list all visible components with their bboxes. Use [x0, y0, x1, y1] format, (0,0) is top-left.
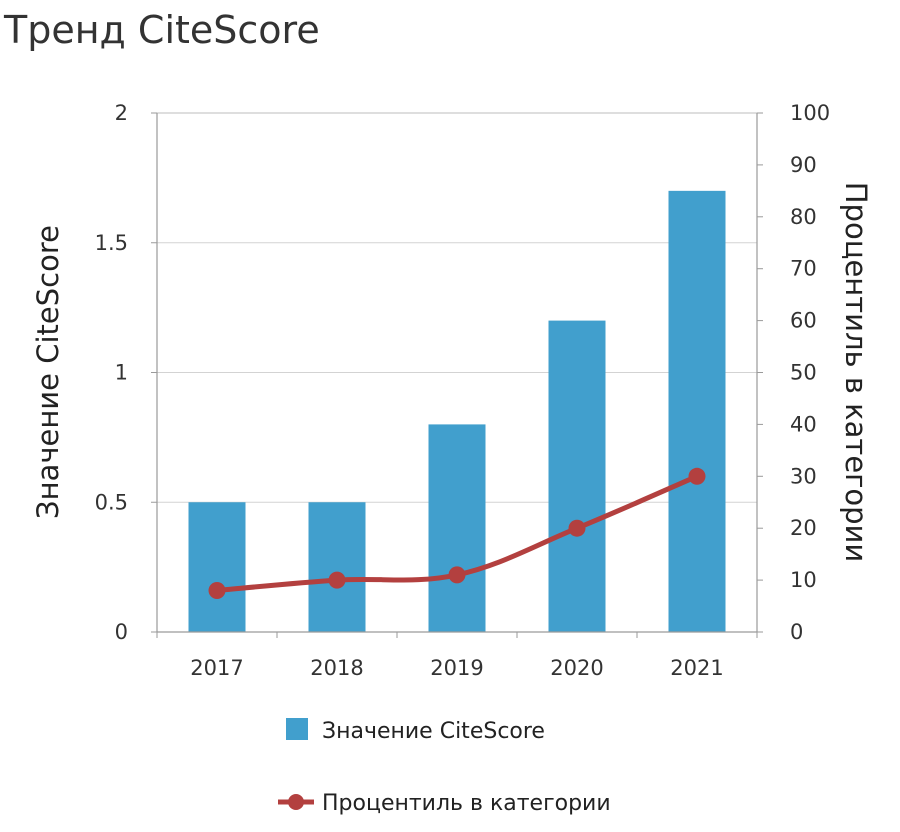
x-axis-ticks: 2017 2018 2019 2020 2021 — [156, 632, 758, 680]
x-tick-label: 2020 — [550, 656, 603, 680]
legend: Значение CiteScore Процентиль в категори… — [278, 718, 611, 816]
right-tick-label: 60 — [790, 309, 817, 333]
bar-2019 — [428, 424, 486, 632]
right-tick-label: 0 — [790, 620, 803, 644]
percentile-point-2017 — [208, 581, 226, 599]
right-tick-label: 20 — [790, 516, 817, 540]
legend-label-line: Процентиль в категории — [322, 791, 611, 816]
bar-2021 — [668, 190, 726, 632]
right-tick-label: 90 — [790, 153, 817, 177]
percentile-point-2018 — [328, 571, 346, 589]
line-series — [208, 467, 706, 599]
left-tick-label: 2 — [115, 101, 128, 125]
percentile-point-2020 — [568, 519, 586, 537]
bar-2018 — [308, 502, 366, 632]
left-tick-label: 0.5 — [95, 490, 128, 514]
legend-swatch-bar — [286, 718, 308, 740]
bar-series — [188, 190, 726, 632]
right-tick-label: 50 — [790, 361, 817, 385]
left-axis-ticks: 0 0.5 1 1.5 2 — [95, 101, 157, 644]
x-tick-label: 2018 — [310, 656, 363, 680]
legend-swatch-marker — [288, 794, 304, 810]
right-axis-ticks: 0 10 20 30 40 50 60 70 80 90 100 — [757, 101, 830, 644]
x-tick-label: 2019 — [430, 656, 483, 680]
right-tick-label: 40 — [790, 412, 817, 436]
right-tick-label: 30 — [790, 464, 817, 488]
percentile-point-2019 — [448, 566, 466, 584]
right-tick-label: 70 — [790, 257, 817, 281]
right-tick-label: 100 — [790, 101, 830, 125]
right-tick-label: 80 — [790, 205, 817, 229]
bar-2017 — [188, 502, 246, 632]
right-axis-label: Процентиль в категории — [839, 182, 873, 563]
right-tick-label: 10 — [790, 568, 817, 592]
left-axis-label: Значение CiteScore — [31, 225, 65, 519]
x-tick-label: 2017 — [190, 656, 243, 680]
left-tick-label: 1.5 — [95, 231, 128, 255]
x-tick-label: 2021 — [670, 656, 723, 680]
legend-label-bar: Значение CiteScore — [322, 719, 545, 744]
percentile-point-2021 — [688, 467, 706, 485]
left-tick-label: 0 — [115, 620, 128, 644]
left-tick-label: 1 — [115, 361, 128, 385]
chart-title: Тренд CiteScore — [4, 8, 320, 52]
bar-2020 — [548, 320, 606, 632]
